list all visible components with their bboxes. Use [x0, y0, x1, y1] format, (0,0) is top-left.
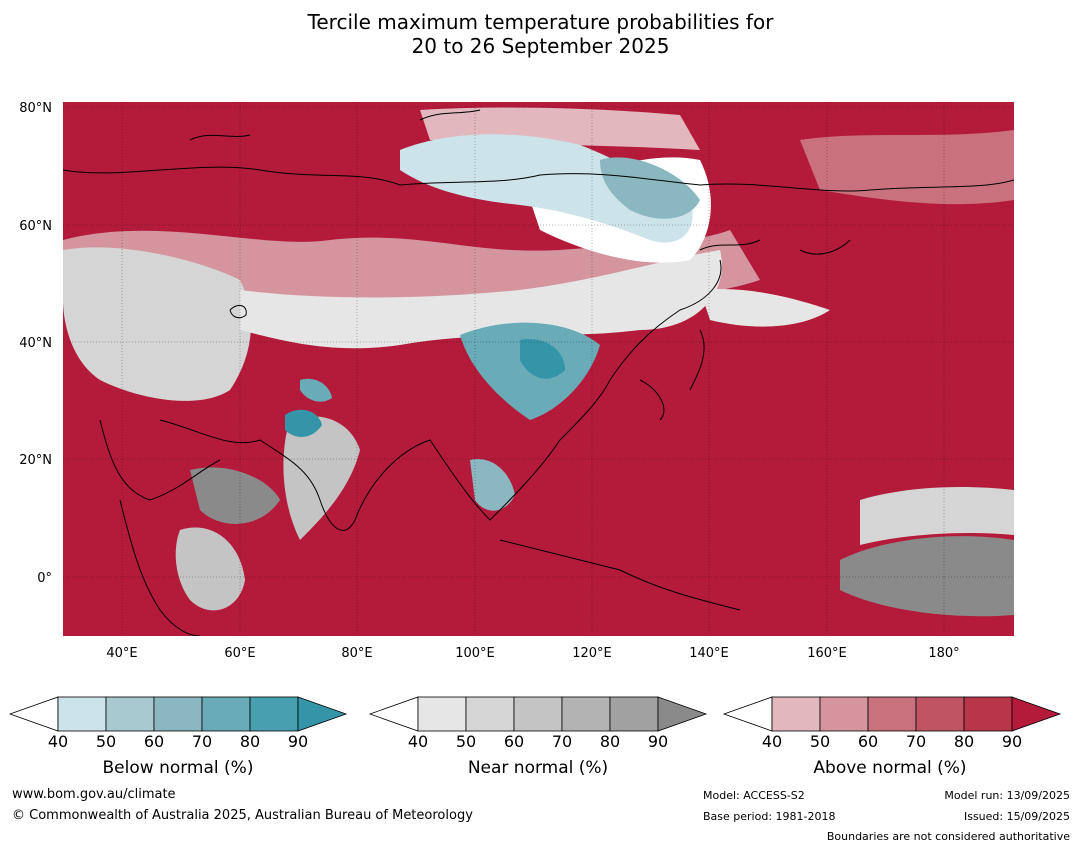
colorbar-tick-label: 60 [504, 732, 524, 751]
above-normal-northeast [800, 130, 1014, 205]
lat-label-20n: 20°N [19, 453, 52, 468]
lat-label-0: 0° [37, 571, 52, 586]
below-normal-east-siberia [600, 157, 700, 219]
colorbar-segment [722, 696, 773, 732]
near-normal-pacific [840, 536, 1014, 617]
lon-label-60e: 60°E [224, 646, 255, 661]
colorbar-segment [819, 696, 869, 732]
colorbar-near-normal: 40 50 60 70 80 90 [368, 696, 708, 751]
colorbar-tick-label: 50 [96, 732, 116, 751]
base-period: Base period: 1981-2018 [703, 810, 836, 823]
lon-label-120e: 120°E [572, 646, 612, 661]
colorbar-tick-label: 80 [600, 732, 620, 751]
lon-axis: 40°E 60°E 80°E 100°E 120°E 140°E 160°E 1… [106, 646, 959, 661]
map-title: Tercile maximum temperature probabilitie… [0, 10, 1081, 58]
colorbar-tick-label: 40 [762, 732, 782, 751]
colorbar-segment [561, 696, 611, 732]
model-name: Model: ACCESS-S2 [703, 789, 805, 802]
colorbar-tick-label: 70 [906, 732, 926, 751]
colorbar-segment [8, 696, 59, 732]
near-normal-india [283, 416, 360, 540]
near-normal-pacific-north [860, 487, 1014, 545]
lat-axis: 80°N 60°N 40°N 20°N 0° [19, 101, 52, 586]
colorbar-segment [465, 696, 515, 732]
colorbar-segment [368, 696, 419, 732]
lat-label-40n: 40°N [19, 336, 52, 351]
colorbar-tick-label: 60 [144, 732, 164, 751]
colorbar-segment [963, 696, 1013, 732]
title-line-1: Tercile maximum temperature probabilitie… [307, 10, 774, 34]
below-normal-china-core [520, 339, 565, 379]
colorbar-segment [771, 696, 821, 732]
lon-label-100e: 100°E [455, 646, 495, 661]
coastlines [63, 109, 1014, 636]
colorbar-tick-label: 50 [810, 732, 830, 751]
colorbar-tick-label: 70 [192, 732, 212, 751]
boundaries-disclaimer: Boundaries are not considered authoritat… [826, 830, 1070, 843]
website-link[interactable]: www.bom.gov.au/climate [12, 787, 176, 802]
lon-label-180: 180° [928, 646, 959, 661]
colorbar-segment [417, 696, 467, 732]
colorbar-tick-label: 90 [1002, 732, 1022, 751]
legend-label-near: Near normal (%) [467, 758, 609, 778]
colorbar-tick-label: 80 [240, 732, 260, 751]
colorbar-tick-label: 90 [288, 732, 308, 751]
issued-date: Issued: 15/09/2025 [963, 810, 1070, 823]
near-normal-arabian-sea [190, 467, 280, 524]
below-normal-tibet [300, 378, 332, 402]
lon-label-40e: 40°E [106, 646, 137, 661]
lat-label-60n: 60°N [19, 219, 52, 234]
colorbar-segment [915, 696, 965, 732]
colorbar-tick-label: 90 [648, 732, 668, 751]
colorbar-segment [249, 696, 299, 732]
colorbar-segment [297, 696, 348, 732]
colorbar-tick-label: 50 [456, 732, 476, 751]
colorbar-segment [1011, 696, 1062, 732]
copyright-text: © Commonwealth of Australia 2025, Austra… [12, 808, 473, 823]
map-area [63, 102, 1014, 636]
lon-label-140e: 140°E [689, 646, 729, 661]
lon-label-80e: 80°E [341, 646, 372, 661]
below-normal-indochina [470, 459, 515, 511]
colorbar-tick-label: 40 [48, 732, 68, 751]
colorbar-segment [105, 696, 155, 732]
colorbar-tick-label: 70 [552, 732, 572, 751]
near-normal-west-asia [63, 247, 251, 401]
colorbar-segment [57, 696, 107, 732]
gridlines [63, 102, 1014, 636]
below-normal-siberia [400, 134, 693, 243]
colorbar-tick-label: 80 [954, 732, 974, 751]
below-normal-pakistan [285, 409, 322, 437]
lon-label-160e: 160°E [807, 646, 847, 661]
title-line-2: 20 to 26 September 2025 [411, 34, 670, 58]
colorbar-segment [867, 696, 917, 732]
colorbar-below-normal: 40 50 60 70 80 90 [8, 696, 348, 751]
legend-label-below: Below normal (%) [102, 758, 254, 778]
colorbar-segment [609, 696, 659, 732]
near-normal-north-pacific [700, 289, 830, 327]
near-normal-east-africa [175, 527, 245, 611]
colorbar-above-normal: 40 50 60 70 80 90 [722, 696, 1062, 751]
model-run: Model run: 13/09/2025 [944, 789, 1070, 802]
near-normal-central-asia [240, 250, 722, 349]
colorbar-tick-label: 40 [408, 732, 428, 751]
colorbar-segment [513, 696, 563, 732]
lat-label-80n: 80°N [19, 101, 52, 116]
colorbar-segment [657, 696, 708, 732]
legend-label-above: Above normal (%) [813, 758, 967, 778]
colorbar-segment [153, 696, 203, 732]
colorbar-segment [201, 696, 251, 732]
colorbar-tick-label: 60 [858, 732, 878, 751]
